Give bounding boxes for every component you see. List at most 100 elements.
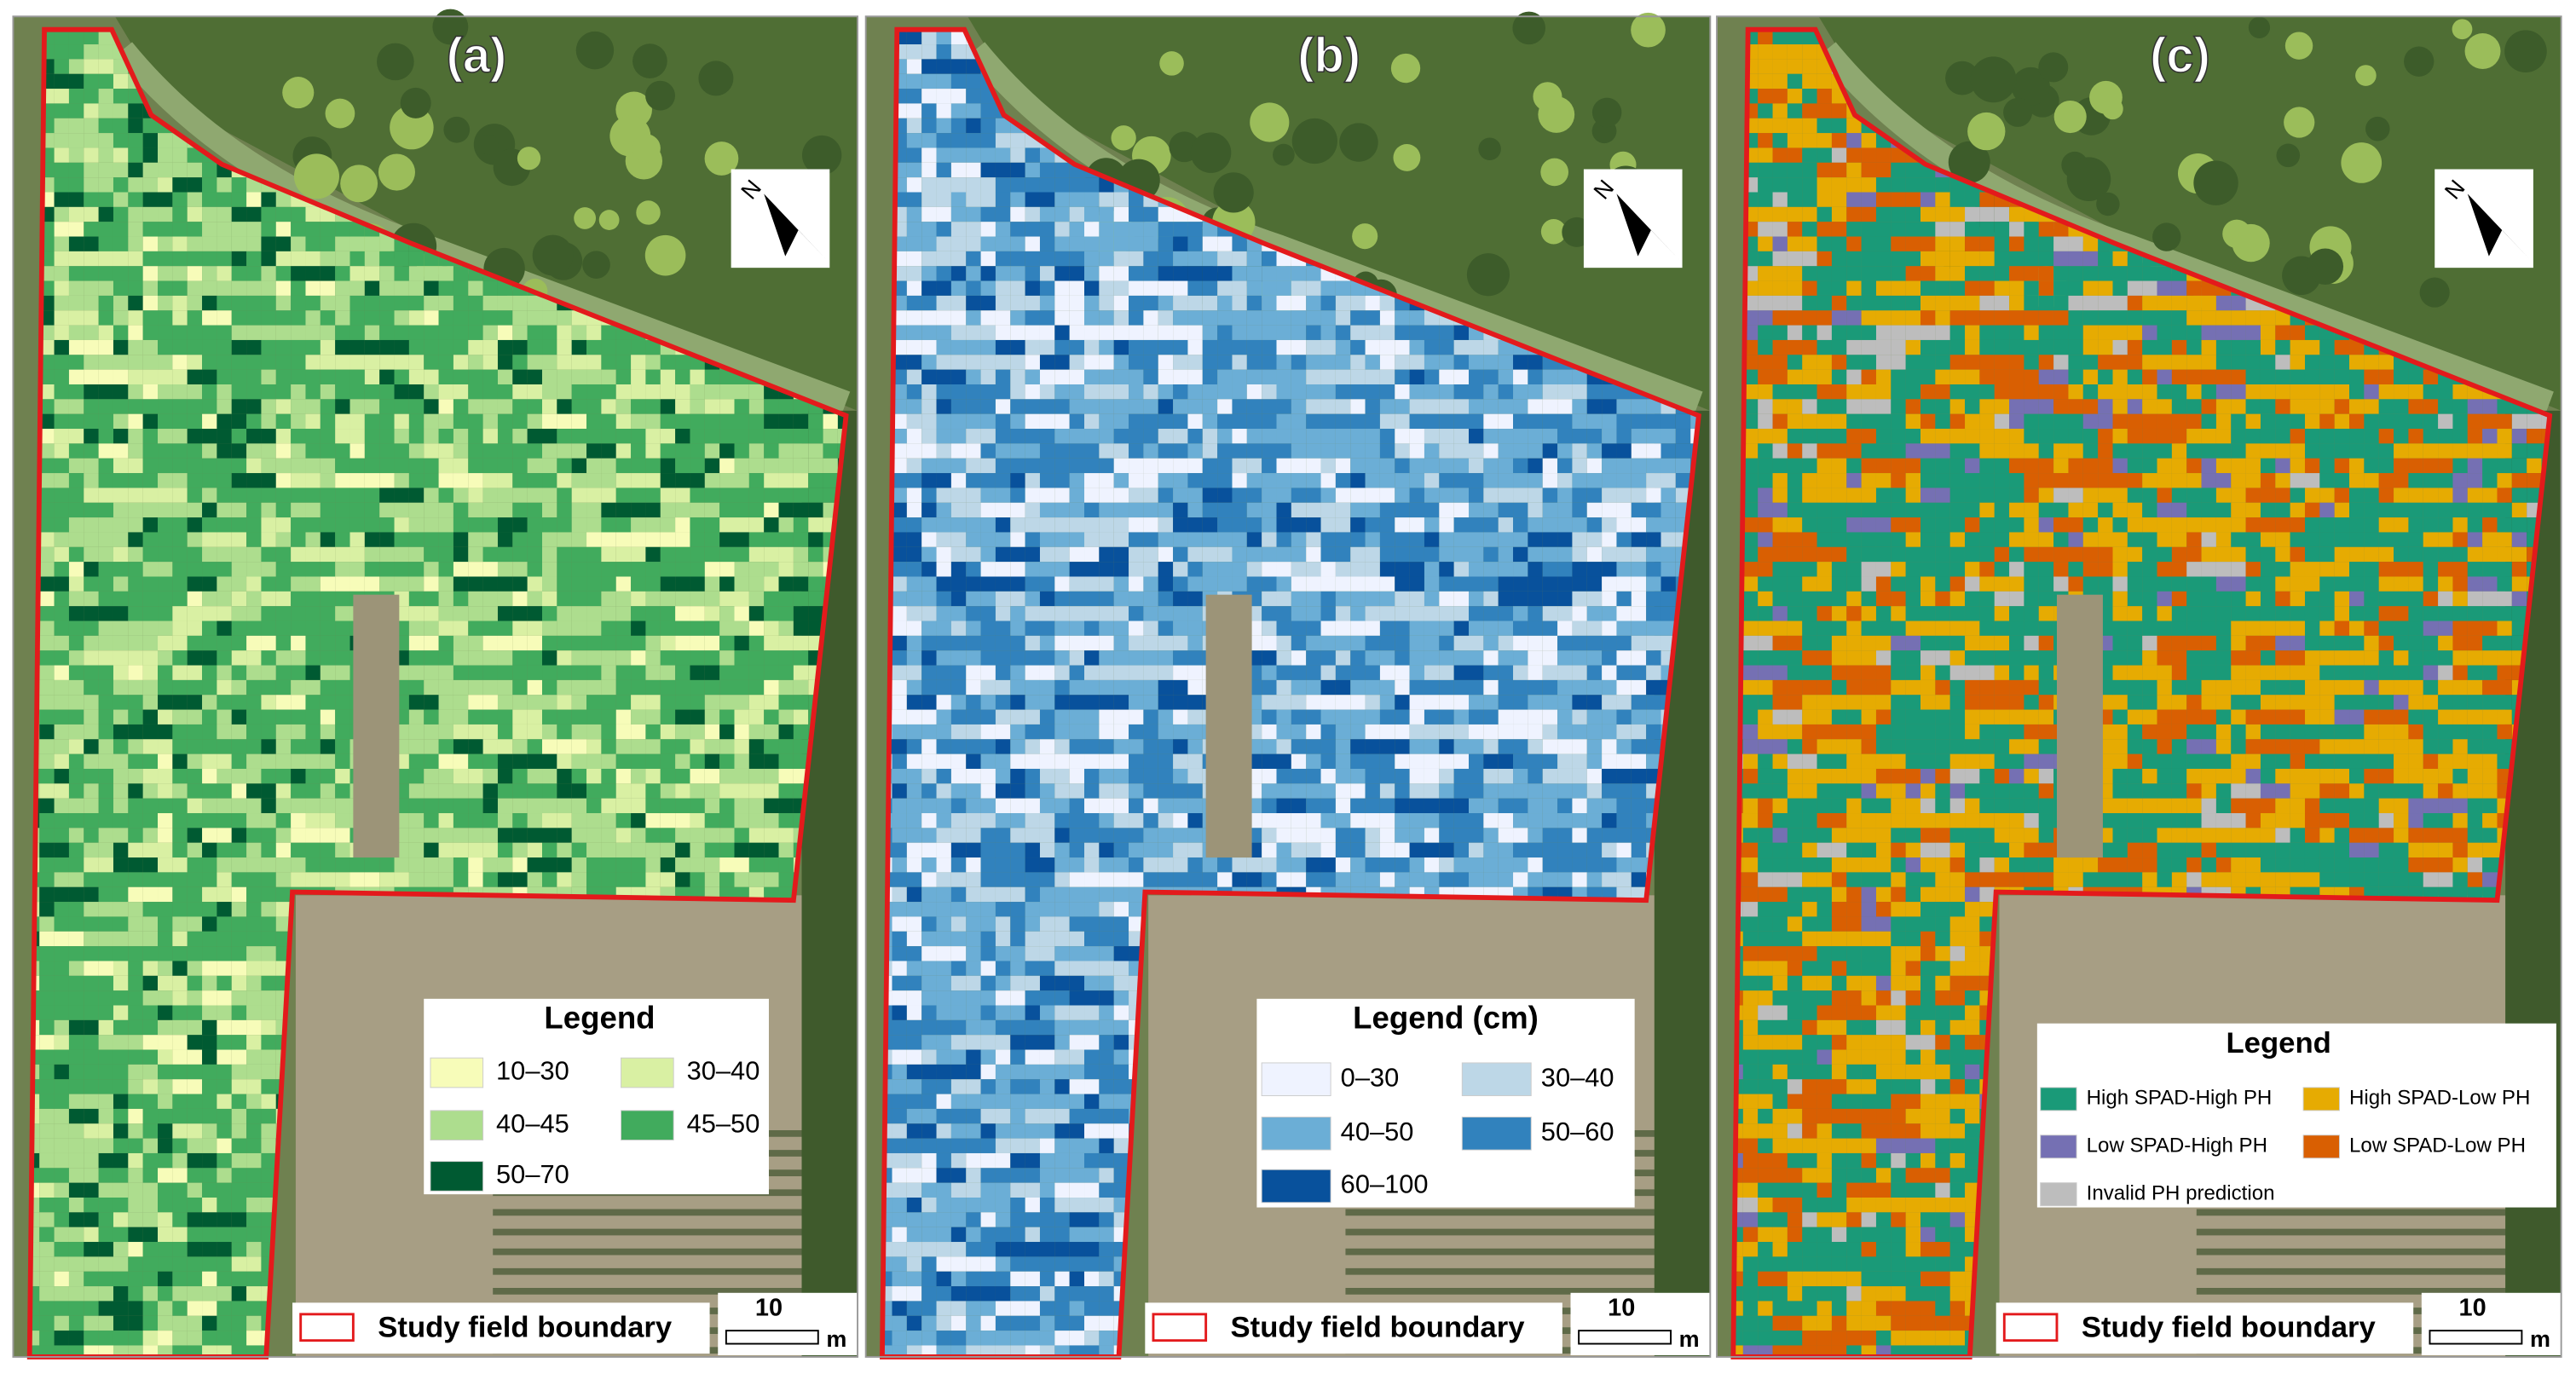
pixel: [645, 443, 661, 459]
pixel: [261, 1019, 276, 1036]
pixel: [808, 532, 823, 547]
pixel: [305, 339, 321, 355]
pixel: [142, 635, 159, 651]
pixel: [453, 842, 469, 858]
pixel: [128, 606, 143, 621]
pixel: [202, 206, 217, 222]
pixel: [98, 591, 113, 607]
pixel: [172, 872, 188, 887]
pixel: [482, 384, 498, 400]
pixel: [660, 650, 676, 666]
pixel: [54, 857, 69, 873]
pixel: [84, 886, 99, 903]
pixel: [527, 665, 543, 680]
pixel: [453, 679, 469, 696]
pixel: [497, 665, 513, 680]
pixel: [305, 591, 321, 607]
pixel: [571, 355, 587, 370]
pixel: [246, 1256, 262, 1272]
pixel: [557, 310, 572, 326]
pixel: [778, 591, 794, 607]
pixel: [217, 429, 232, 444]
pixel: [468, 280, 483, 296]
pixel: [320, 384, 336, 400]
pixel: [748, 650, 765, 666]
pixel: [172, 1182, 188, 1198]
pixel: [764, 621, 779, 636]
pixel: [793, 546, 809, 563]
pixel: [704, 606, 720, 621]
pixel: [778, 502, 794, 518]
pixel: [601, 355, 616, 370]
pixel: [68, 103, 84, 118]
pixel: [512, 606, 528, 621]
pixel: [68, 665, 84, 680]
pixel: [690, 502, 705, 518]
pixel: [424, 399, 439, 414]
pixel: [172, 310, 188, 326]
pixel: [54, 798, 69, 814]
pixel: [305, 635, 321, 651]
pixel: [142, 724, 159, 740]
pixel: [98, 295, 113, 311]
pixel: [394, 413, 409, 430]
pixel: [364, 458, 380, 474]
pixel: [335, 532, 350, 547]
pixel: [571, 517, 587, 533]
pixel: [512, 443, 528, 459]
pixel: [128, 813, 143, 828]
pixel: [408, 753, 425, 769]
pixel: [675, 473, 690, 488]
pixel: [217, 872, 232, 887]
pixel: [261, 280, 276, 296]
pixel: [113, 946, 129, 961]
pixel: [748, 546, 765, 563]
pixel: [497, 517, 513, 533]
pixel: [202, 546, 217, 563]
pixel: [645, 458, 661, 474]
pixel: [158, 384, 173, 400]
pixel: [246, 192, 262, 207]
pixel: [172, 990, 188, 1006]
pixel: [113, 222, 129, 237]
pixel: [808, 562, 823, 577]
pixel: [98, 916, 113, 932]
pixel: [68, 532, 84, 547]
pixel: [394, 488, 409, 503]
pixel: [202, 1094, 217, 1109]
pixel: [335, 488, 350, 503]
pixel: [601, 502, 616, 518]
pixel: [408, 532, 425, 547]
pixel: [394, 576, 409, 592]
pixel: [158, 946, 173, 961]
pixel: [557, 768, 572, 784]
pixel: [453, 310, 469, 326]
pixel: [68, 1123, 84, 1139]
pixel: [453, 709, 469, 725]
pixel: [246, 606, 262, 621]
pixel: [54, 488, 69, 503]
pixel: [497, 339, 513, 355]
pixel: [187, 177, 203, 193]
pixel: [54, 443, 69, 459]
pixel: [261, 946, 276, 961]
pixel: [261, 325, 276, 340]
pixel: [113, 724, 129, 740]
pixel: [453, 695, 469, 710]
pixel: [128, 384, 143, 400]
pixel: [142, 990, 159, 1006]
pixel: [54, 89, 69, 104]
pixel: [734, 399, 749, 414]
pixel: [39, 546, 55, 563]
pixel: [54, 369, 69, 384]
pixel: [586, 753, 602, 769]
pixel: [557, 679, 572, 696]
pixel: [128, 369, 143, 384]
pixel: [98, 44, 113, 60]
pixel: [84, 562, 99, 577]
pixel: [542, 473, 557, 488]
pixel: [68, 1242, 84, 1257]
pixel: [158, 1035, 173, 1050]
pixel: [660, 576, 676, 592]
